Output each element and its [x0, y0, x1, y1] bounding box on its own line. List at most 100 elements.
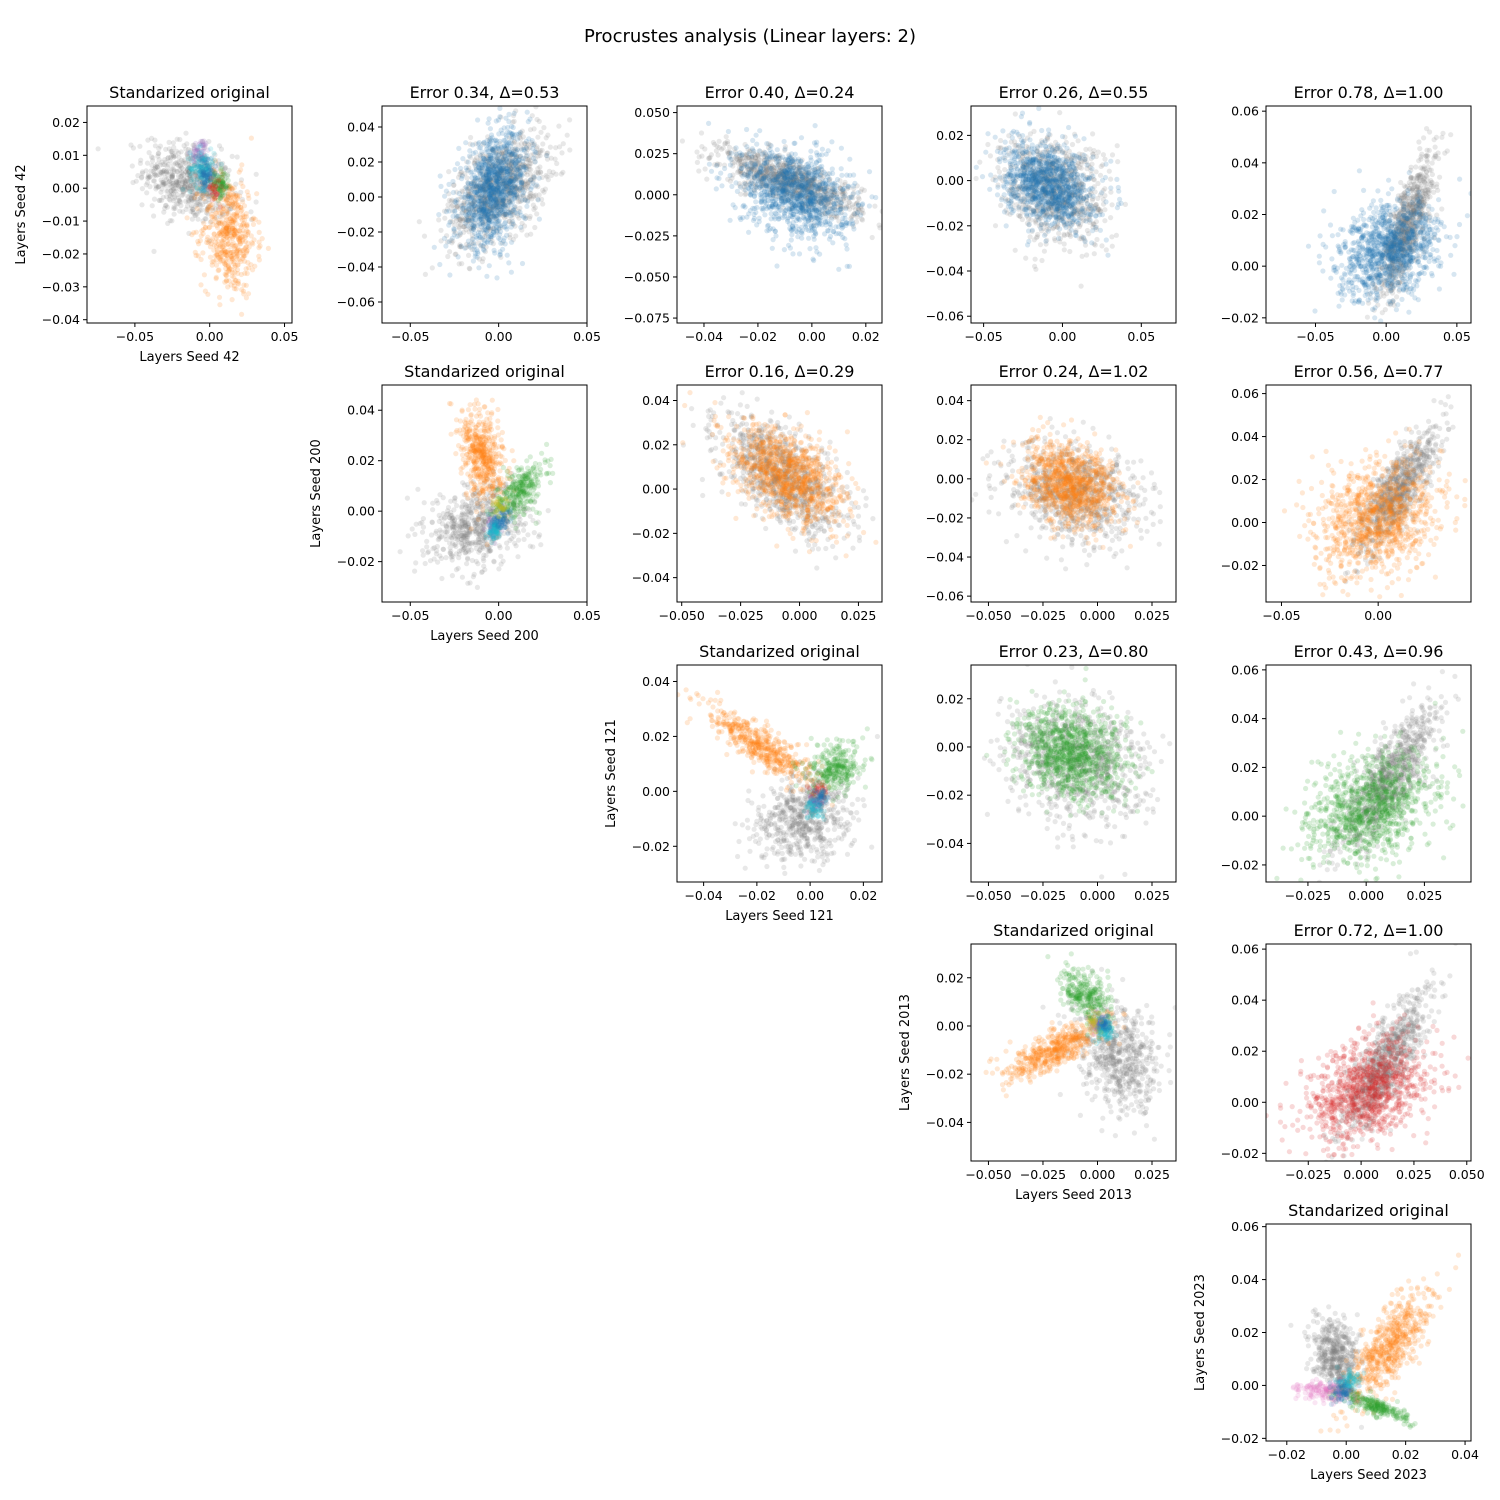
- data-point: [187, 170, 193, 176]
- data-point: [230, 249, 236, 255]
- data-point: [730, 202, 736, 208]
- data-point: [175, 183, 181, 189]
- data-point: [210, 192, 216, 198]
- data-point: [218, 161, 224, 167]
- data-point: [211, 231, 217, 237]
- data-point: [219, 209, 225, 215]
- data-point: [213, 235, 219, 241]
- data-point: [235, 252, 241, 258]
- data-point: [224, 211, 230, 217]
- data-point: [224, 278, 230, 284]
- data-point: [213, 244, 219, 250]
- data-point: [219, 249, 225, 255]
- data-point: [130, 145, 136, 151]
- data-point: [510, 199, 516, 205]
- data-point: [154, 164, 160, 170]
- data-point: [226, 230, 232, 236]
- data-point: [220, 179, 226, 185]
- data-point: [237, 235, 243, 241]
- data-point: [244, 270, 250, 277]
- data-point: [229, 297, 235, 303]
- data-point: [508, 140, 514, 146]
- data-point: [150, 168, 156, 174]
- data-point: [201, 152, 207, 158]
- data-point: [198, 168, 204, 174]
- data-point: [172, 185, 179, 191]
- data-point: [492, 164, 498, 170]
- data-point: [160, 169, 166, 175]
- data-point: [177, 163, 183, 169]
- data-point: [205, 186, 211, 192]
- data-point: [202, 164, 208, 170]
- data-point: [227, 215, 234, 221]
- data-point: [162, 162, 168, 168]
- data-point: [199, 179, 205, 185]
- data-point: [234, 256, 240, 262]
- data-point: [210, 189, 216, 195]
- data-point: [195, 167, 201, 173]
- data-point: [195, 201, 201, 207]
- data-point: [209, 186, 215, 192]
- figure-title: Procrustes analysis (Linear layers: 2): [0, 26, 1500, 47]
- data-point: [198, 188, 204, 194]
- data-point: [175, 195, 181, 201]
- data-point: [155, 184, 161, 190]
- data-point: [214, 224, 221, 230]
- data-point: [180, 180, 186, 187]
- data-point: [174, 192, 181, 198]
- data-point: [203, 162, 209, 169]
- data-point: [207, 173, 213, 180]
- data-point: [219, 219, 226, 225]
- data-point: [235, 246, 241, 252]
- data-point: [188, 170, 194, 176]
- data-point: [159, 159, 165, 165]
- data-point: [232, 200, 238, 206]
- data-point: [230, 225, 236, 231]
- data-point: [220, 244, 226, 250]
- data-point: [235, 210, 241, 216]
- data-point: [192, 195, 198, 201]
- data-point: [169, 218, 175, 224]
- data-point: [213, 274, 219, 280]
- data-point: [202, 192, 208, 198]
- data-point: [196, 188, 202, 194]
- data-point: [164, 170, 170, 176]
- data-point: [696, 168, 702, 174]
- data-point: [213, 257, 219, 263]
- data-point: [146, 175, 152, 181]
- data-point: [510, 113, 517, 119]
- data-point: [207, 170, 213, 176]
- data-point: [173, 178, 180, 184]
- data-point: [204, 170, 211, 176]
- y-tick-label: −0.01: [42, 214, 80, 229]
- data-point: [201, 179, 208, 185]
- data-point: [220, 179, 226, 185]
- data-point: [208, 175, 214, 181]
- data-point: [215, 254, 221, 260]
- data-point: [192, 182, 198, 188]
- data-point: [224, 196, 230, 202]
- data-point: [211, 186, 217, 192]
- data-point: [219, 180, 225, 186]
- data-point: [225, 203, 231, 209]
- data-point: [174, 159, 180, 166]
- data-point: [200, 172, 206, 178]
- data-point: [182, 182, 188, 188]
- data-point: [218, 180, 224, 186]
- data-point: [212, 170, 218, 176]
- data-point: [170, 186, 176, 192]
- data-point: [184, 165, 190, 171]
- data-point: [191, 162, 197, 168]
- data-point: [176, 177, 183, 184]
- data-point: [181, 157, 187, 163]
- data-point: [169, 153, 175, 159]
- data-point: [232, 217, 238, 223]
- data-point: [194, 168, 200, 174]
- data-point: [808, 154, 814, 160]
- data-point: [209, 160, 215, 166]
- data-point: [189, 205, 195, 211]
- data-point: [184, 203, 190, 209]
- data-point: [796, 251, 803, 257]
- data-point: [220, 240, 226, 246]
- data-point: [207, 254, 213, 260]
